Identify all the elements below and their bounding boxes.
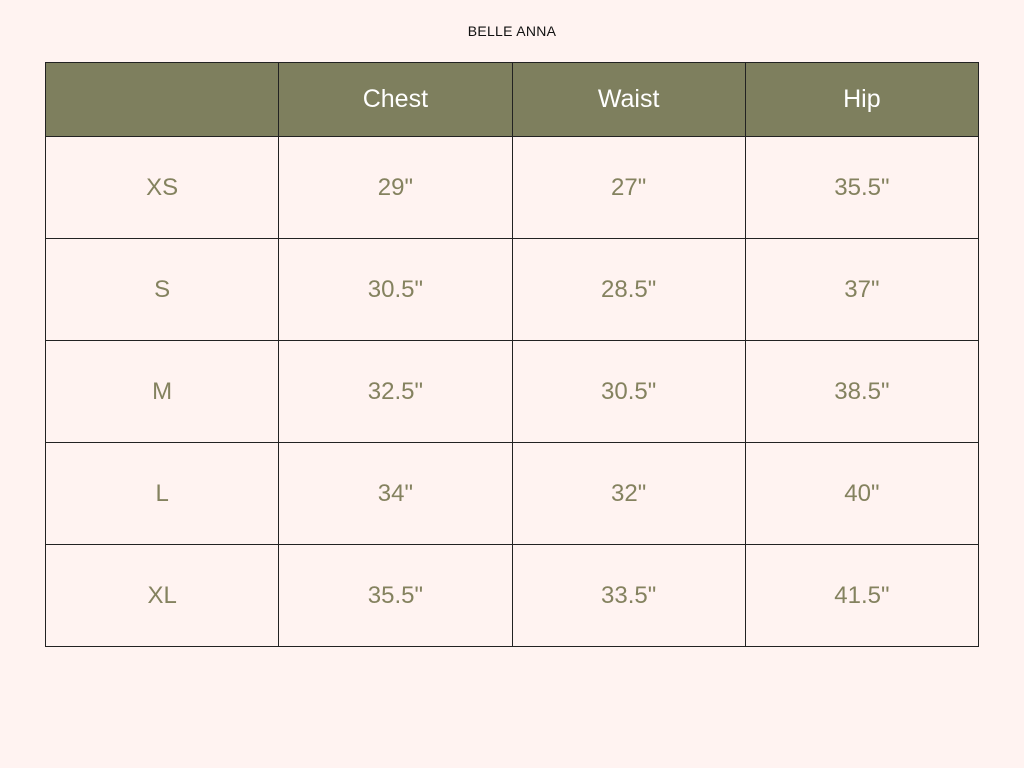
measurement-cell: 34" [278,442,513,545]
measurement-cell: 41.5" [744,544,980,647]
size-chart-table: Chest Waist Hip XS 29" 27" 35.5" S 30.5" 28.5" 37… [44,62,980,647]
measurement-cell: 29" [278,136,513,239]
measurement-cell: 27" [511,136,746,239]
table-row: S 30.5" 28.5" 37" [44,238,980,341]
measurement-cell: 35.5" [744,136,980,239]
measurement-cell: 38.5" [744,340,980,443]
column-header: Hip [744,62,980,137]
table-row: XS 29" 27" 35.5" [44,136,980,239]
measurement-cell: 35.5" [278,544,513,647]
size-label: L [44,442,280,545]
column-header [44,62,280,137]
size-label: XL [44,544,280,647]
brand-title: BELLE ANNA [467,23,557,39]
size-label: XS [44,136,280,239]
table-row: M 32.5" 30.5" 38.5" [44,340,980,443]
measurement-cell: 33.5" [511,544,746,647]
measurement-cell: 28.5" [511,238,746,341]
table-row: L 34" 32" 40" [44,442,980,545]
measurement-cell: 30.5" [511,340,746,443]
column-header: Waist [511,62,746,137]
measurement-cell: 40" [744,442,980,545]
size-label: M [44,340,280,443]
measurement-cell: 37" [744,238,980,341]
header-row: Chest Waist Hip [44,62,980,137]
column-header: Chest [278,62,513,137]
measurement-cell: 30.5" [278,238,513,341]
measurement-cell: 32.5" [278,340,513,443]
table-row: XL 35.5" 33.5" 41.5" [44,544,980,647]
size-label: S [44,238,280,341]
measurement-cell: 32" [511,442,746,545]
